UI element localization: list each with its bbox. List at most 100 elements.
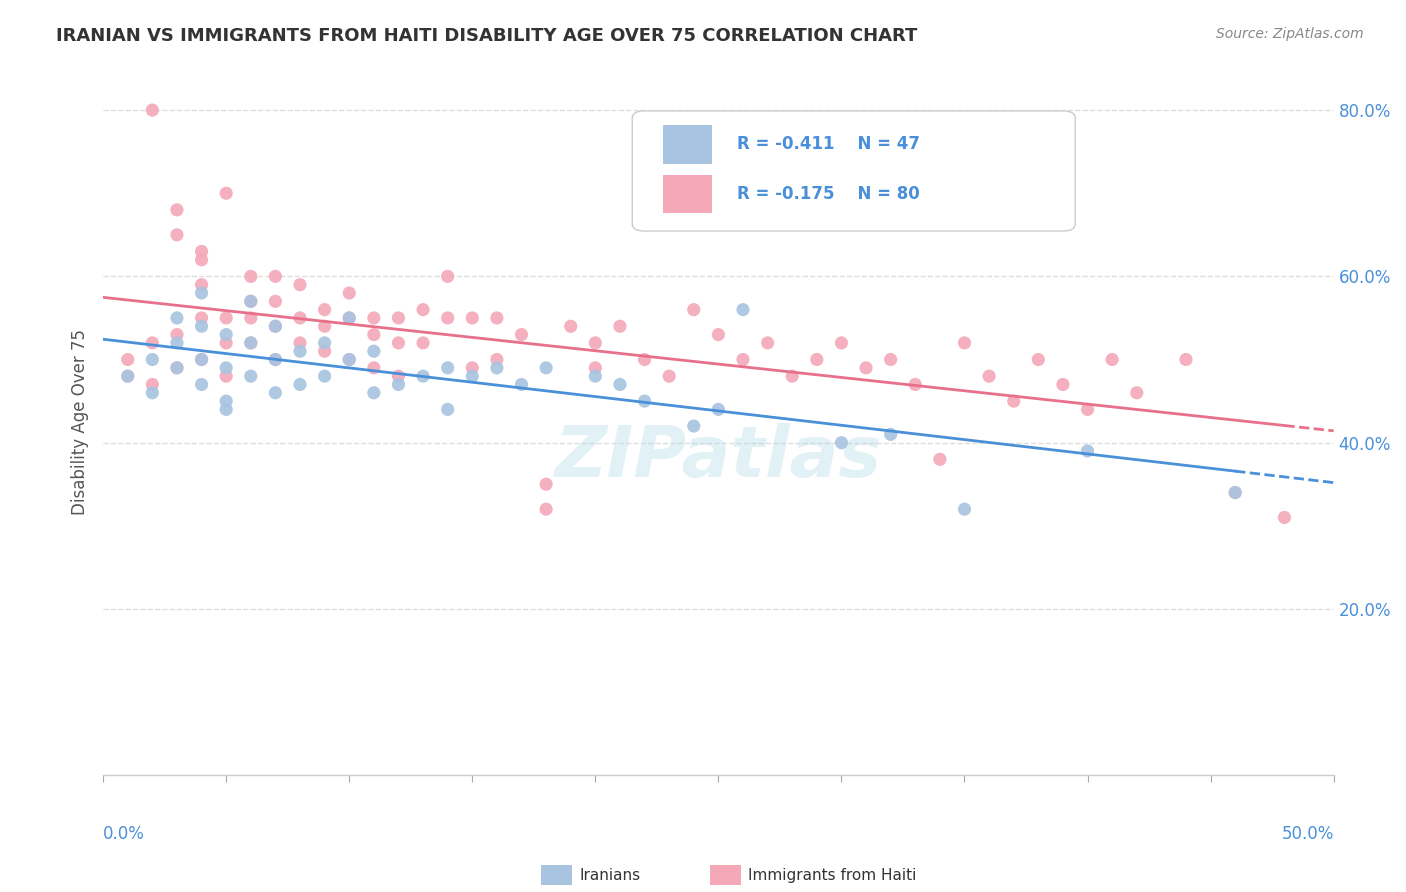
Point [190,310,212,325]
Point [239,310,262,325]
Point [953,335,976,350]
Point [215,402,238,417]
Point [363,327,385,342]
Text: IRANIAN VS IMMIGRANTS FROM HAITI DISABILITY AGE OVER 75 CORRELATION CHART: IRANIAN VS IMMIGRANTS FROM HAITI DISABIL… [56,27,918,45]
Point [337,310,360,325]
Point [953,502,976,516]
Point [485,310,508,325]
Point [387,369,409,384]
Point [363,385,385,400]
Point [190,277,212,292]
Point [239,294,262,309]
Point [560,319,582,334]
Point [1225,485,1247,500]
Point [879,427,901,442]
Point [166,227,188,242]
Point [215,360,238,375]
Point [117,369,139,384]
Point [264,352,287,367]
Point [141,103,163,117]
Point [806,352,828,367]
Point [436,360,458,375]
Point [190,285,212,300]
Point [412,335,434,350]
Point [215,327,238,342]
Point [117,352,139,367]
Point [264,269,287,284]
Point [141,335,163,350]
Point [387,310,409,325]
Point [166,335,188,350]
Point [1076,444,1098,458]
Text: ZIPatlas: ZIPatlas [555,423,882,491]
Point [239,269,262,284]
Point [215,335,238,350]
Point [215,186,238,201]
Point [633,394,655,409]
Point [977,369,1000,384]
Point [609,377,631,392]
Point [117,369,139,384]
Point [780,369,803,384]
Point [609,319,631,334]
FancyBboxPatch shape [633,111,1076,231]
Point [387,335,409,350]
Point [190,352,212,367]
Point [436,269,458,284]
Point [1076,402,1098,417]
Point [288,277,311,292]
FancyBboxPatch shape [664,175,713,213]
Point [707,402,730,417]
Point [314,319,336,334]
Point [215,369,238,384]
Point [1101,352,1123,367]
Point [239,335,262,350]
Point [510,327,533,342]
Point [855,360,877,375]
Point [534,502,557,516]
Point [387,377,409,392]
Point [166,310,188,325]
Text: R = -0.175    N = 80: R = -0.175 N = 80 [737,185,920,202]
Point [215,310,238,325]
Point [337,310,360,325]
Point [534,360,557,375]
Point [288,335,311,350]
Point [264,352,287,367]
Point [436,402,458,417]
Point [1002,394,1025,409]
Point [658,369,681,384]
Text: R = -0.411    N = 47: R = -0.411 N = 47 [737,136,920,153]
Point [1225,485,1247,500]
Point [633,352,655,367]
Point [264,319,287,334]
Point [239,369,262,384]
Point [314,302,336,317]
Point [436,310,458,325]
Point [412,369,434,384]
Point [314,344,336,359]
Point [1274,510,1296,524]
Point [288,344,311,359]
Point [141,385,163,400]
Point [534,477,557,491]
Point [264,294,287,309]
Y-axis label: Disability Age Over 75: Disability Age Over 75 [72,329,89,515]
Point [485,352,508,367]
Point [830,335,852,350]
Point [363,310,385,325]
Point [756,335,779,350]
Point [1052,377,1074,392]
Point [904,377,927,392]
Point [166,360,188,375]
Point [190,319,212,334]
Text: Iranians: Iranians [579,868,640,882]
Point [928,452,950,467]
Text: Source: ZipAtlas.com: Source: ZipAtlas.com [1216,27,1364,41]
Point [461,369,484,384]
Point [363,344,385,359]
Point [190,352,212,367]
Point [682,419,704,434]
Point [337,352,360,367]
Text: 50.0%: 50.0% [1281,825,1334,843]
